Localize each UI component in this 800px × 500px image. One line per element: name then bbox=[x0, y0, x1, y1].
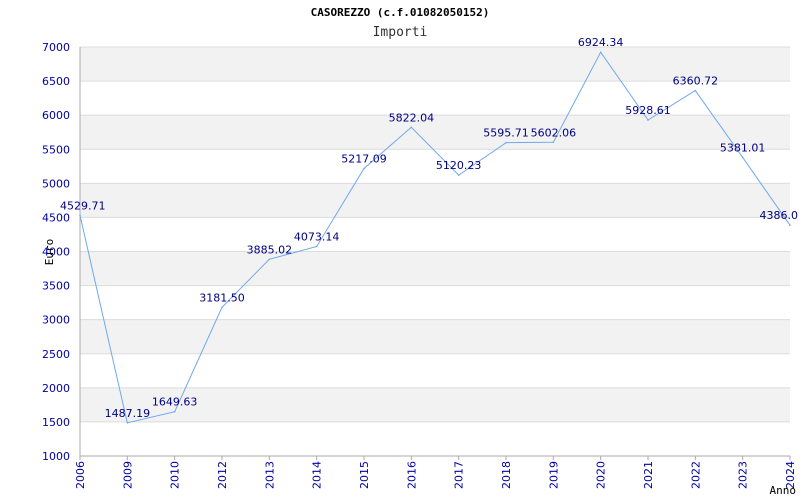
x-tick-label: 2021 bbox=[642, 461, 655, 489]
data-label: 6924.34 bbox=[578, 36, 624, 49]
data-point bbox=[173, 410, 176, 413]
series-line-group bbox=[79, 51, 791, 424]
data-label: 4073.14 bbox=[294, 231, 340, 244]
grid-band bbox=[80, 319, 790, 354]
data-label: 5120.23 bbox=[436, 159, 482, 172]
data-point bbox=[457, 174, 460, 176]
data-point bbox=[79, 214, 81, 217]
y-axis-label: Euro bbox=[43, 239, 56, 266]
data-point bbox=[599, 51, 602, 53]
axes bbox=[79, 47, 791, 460]
x-tick-label: 2014 bbox=[311, 461, 324, 489]
data-point bbox=[694, 89, 697, 92]
x-tick-label: 2017 bbox=[453, 461, 466, 489]
data-point bbox=[552, 141, 555, 144]
data-label: 5217.09 bbox=[341, 153, 387, 166]
y-tick-label: 6000 bbox=[42, 109, 70, 122]
data-label: 5928.61 bbox=[625, 104, 671, 117]
y-tick-labels: 1000 1500 2000 2500 3000 3500 4000 4500 5000 5500… bbox=[42, 41, 70, 463]
y-tick-label: 1000 bbox=[42, 450, 70, 463]
y-tick-label: 5000 bbox=[42, 177, 70, 190]
chart-subtitle: Importi bbox=[372, 25, 428, 40]
data-point bbox=[221, 306, 223, 309]
grid-bands bbox=[80, 47, 790, 422]
series-line bbox=[79, 51, 791, 424]
y-tick-label: 5500 bbox=[42, 143, 70, 156]
y-tick-label: 7000 bbox=[42, 41, 70, 54]
x-tick-label: 2019 bbox=[547, 461, 560, 489]
x-tick-label: 2006 bbox=[74, 461, 87, 489]
data-label: 3885.02 bbox=[247, 243, 293, 256]
data-label: 5822.04 bbox=[389, 111, 435, 124]
data-point bbox=[647, 119, 649, 121]
data-label: 1487.19 bbox=[105, 407, 151, 420]
y-tick-label: 2000 bbox=[42, 382, 70, 395]
grid-band bbox=[80, 183, 790, 218]
x-tick-label: 2012 bbox=[216, 461, 229, 489]
data-label: 5595.71 bbox=[483, 127, 529, 140]
x-tick-label: 2022 bbox=[689, 461, 702, 489]
x-tick-label: 2020 bbox=[595, 461, 608, 489]
y-tick-label: 4500 bbox=[42, 211, 70, 224]
data-label: 6360.72 bbox=[673, 75, 719, 88]
x-tick-label: 2013 bbox=[263, 461, 276, 489]
data-label: 5602.06 bbox=[531, 126, 577, 139]
x-tick-label: 2009 bbox=[121, 461, 134, 489]
grid-band bbox=[80, 47, 790, 82]
data-point bbox=[126, 421, 129, 424]
y-tick-label: 3500 bbox=[42, 280, 70, 293]
data-label: 3181.50 bbox=[199, 291, 245, 304]
grid-band bbox=[80, 251, 790, 286]
data-point bbox=[315, 245, 318, 248]
data-point bbox=[741, 156, 744, 159]
data-label: 5381.01 bbox=[720, 141, 766, 154]
y-tick-label: 1500 bbox=[42, 416, 70, 429]
data-point bbox=[268, 258, 271, 261]
data-label: 4386.0 bbox=[760, 209, 799, 222]
y-tick-label: 3000 bbox=[42, 314, 70, 327]
data-point bbox=[505, 141, 507, 144]
y-tick-label: 2500 bbox=[42, 348, 70, 361]
x-tick-label: 2010 bbox=[169, 461, 182, 489]
y-tick-label: 4000 bbox=[42, 246, 70, 259]
x-tick-labels: 2006 2009 2010 2012 2013 2014 2015 2016 2017 2018… bbox=[74, 461, 797, 489]
x-axis-label: Anno bbox=[770, 484, 797, 497]
data-point bbox=[789, 224, 791, 226]
data-point bbox=[363, 167, 365, 170]
x-tick-label: 2024 bbox=[784, 461, 797, 489]
grid-band bbox=[80, 115, 790, 150]
x-tick-label: 2018 bbox=[500, 461, 513, 489]
x-tick-label: 2023 bbox=[737, 461, 750, 489]
y-tick-label: 6500 bbox=[42, 75, 70, 88]
data-label: 1649.63 bbox=[152, 396, 198, 409]
data-point bbox=[410, 126, 413, 129]
x-tick-label: 2016 bbox=[405, 461, 418, 489]
chart-title: CASOREZZO (c.f.01082050152) bbox=[310, 6, 490, 19]
data-label: 4529.71 bbox=[60, 199, 106, 212]
x-tick-label: 2015 bbox=[358, 461, 371, 489]
grid-band bbox=[80, 387, 790, 422]
